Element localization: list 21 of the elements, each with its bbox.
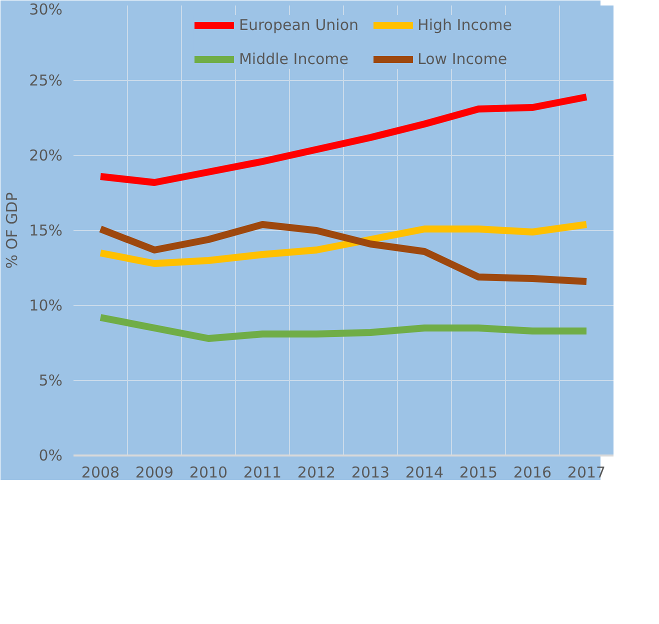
- y-tick-label: 15%: [29, 222, 63, 240]
- y-axis-title: % OF GDP: [3, 192, 22, 269]
- legend-label: High Income: [418, 16, 512, 34]
- y-tick-label: 25%: [29, 72, 63, 90]
- x-tick-label: 2016: [513, 464, 552, 482]
- y-tick-label: 0%: [38, 446, 62, 464]
- x-tick-label: 2011: [243, 464, 282, 482]
- y-tick-label: 5%: [38, 372, 62, 390]
- x-tick-label: 2012: [297, 464, 336, 482]
- x-tick-label: 2010: [189, 464, 228, 482]
- x-tick-label: 2009: [135, 464, 174, 482]
- legend-label: Middle Income: [238, 50, 348, 68]
- x-tick-label: 2008: [81, 464, 120, 482]
- x-tick-label: 2013: [351, 464, 390, 482]
- x-tick-label: 2014: [405, 464, 444, 482]
- legend-label: European Union: [238, 16, 359, 34]
- legend-label: Low Income: [418, 50, 508, 68]
- y-tick-label: 30%: [29, 0, 63, 18]
- x-tick-label: 2015: [459, 464, 498, 482]
- y-tick-label: 10%: [29, 296, 63, 314]
- y-tick-label: 20%: [29, 146, 63, 164]
